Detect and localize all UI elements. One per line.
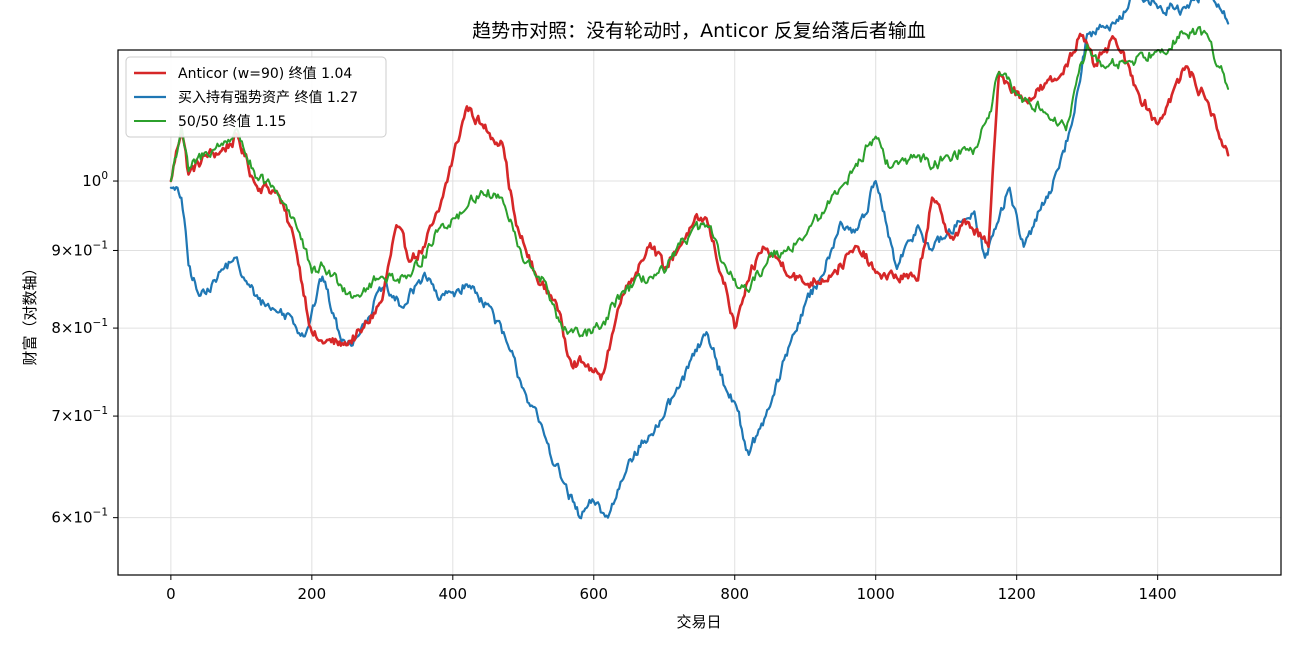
legend-item-buy-and-hold: 买入持有强势资产 终值 1.27 (134, 90, 358, 106)
x-tick-label: 200 (298, 585, 327, 603)
buy-and-hold-series-line (169, 0, 1230, 520)
y-tick-label: 100 (82, 170, 108, 190)
anticor-series-line (169, 32, 1230, 381)
fifty-fifty-series-line (169, 25, 1230, 338)
plot-area-frame (117, 49, 1282, 576)
x-tick-label: 0 (166, 585, 176, 603)
x-axis: 0 200 400 600 800 1000 1200 1400 (166, 575, 1177, 603)
x-tick-label: 800 (720, 585, 749, 603)
legend: Anticor (w=90) 终值 1.04 买入持有强势资产 终值 1.27 50… (125, 56, 387, 138)
y-axis: 100 9×10−1 8×10−1 7×10−1 6×10−1 (51, 170, 118, 527)
series-lines (169, 0, 1230, 520)
x-tick-label: 400 (438, 585, 467, 603)
legend-item-fifty-fifty: 50/50 终值 1.15 (134, 114, 286, 130)
x-tick-label: 600 (579, 585, 608, 603)
legend-box (125, 56, 387, 138)
x-tick-label: 1400 (1139, 585, 1177, 603)
x-tick-label: 1000 (857, 585, 895, 603)
y-axis-title: 财富（对数轴） (21, 260, 39, 365)
y-tick-label: 8×10−1 (51, 317, 108, 337)
y-tick-label: 6×10−1 (51, 507, 108, 527)
y-tick-label: 7×10−1 (51, 405, 108, 425)
x-axis-title: 交易日 (676, 613, 721, 631)
chart-title: 趋势市对照：没有轮动时，Anticor 反复给落后者输血 (472, 20, 926, 42)
legend-label: 买入持有强势资产 终值 1.27 (178, 90, 358, 106)
legend-item-anticor: Anticor (w=90) 终值 1.04 (134, 66, 352, 82)
legend-label: Anticor (w=90) 终值 1.04 (178, 66, 352, 82)
y-tick-label: 9×10−1 (51, 239, 108, 259)
x-tick-label: 1200 (998, 585, 1036, 603)
legend-label: 50/50 终值 1.15 (178, 114, 286, 130)
